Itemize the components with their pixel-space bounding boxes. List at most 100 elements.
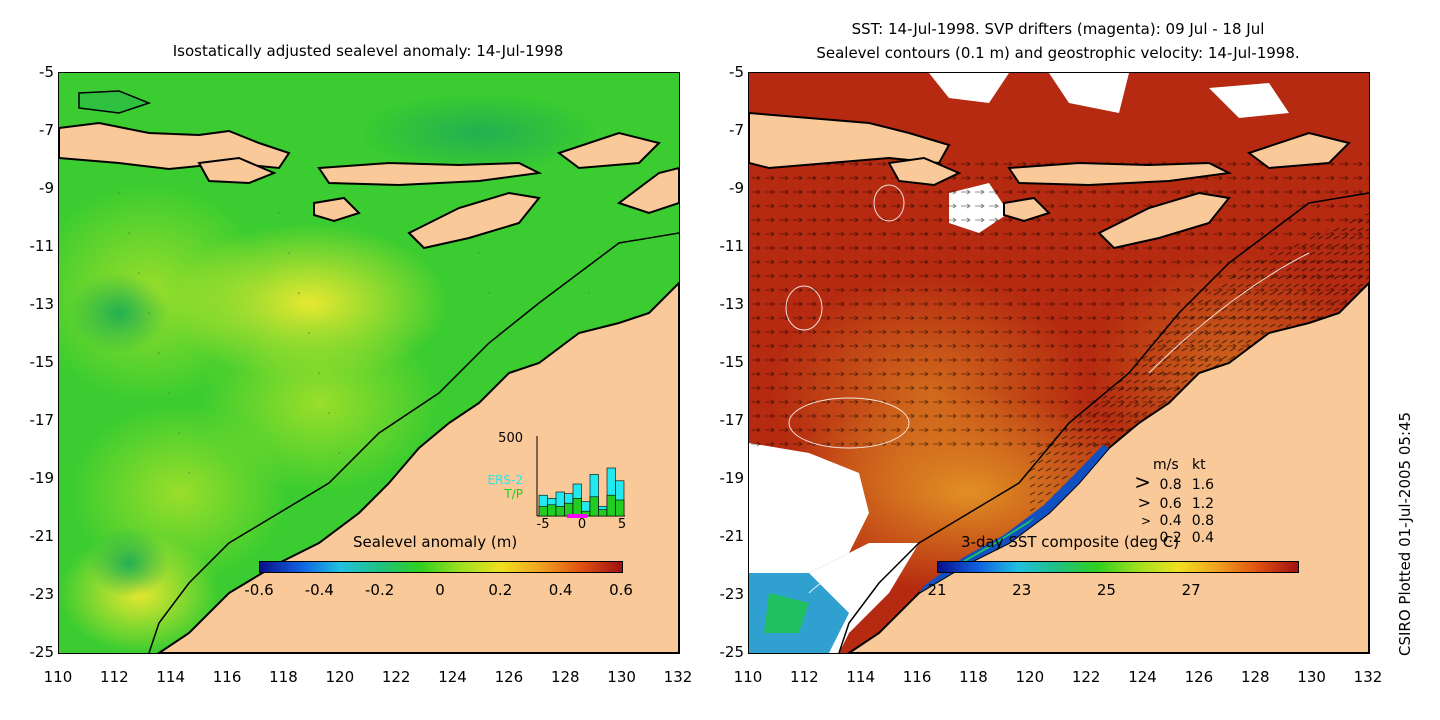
sst-colorbar-tick-0: 21 (927, 581, 947, 599)
right-xtick-114: 114 (846, 668, 876, 686)
velocity-legend-ms: 0.6 (1155, 496, 1182, 512)
inset-ymax-label: 500 (498, 431, 523, 446)
sla-colorbar-label: Sealevel anomaly (m) (353, 533, 518, 551)
left-xtick-128: 128 (550, 668, 580, 686)
left-xtick-114: 114 (156, 668, 186, 686)
right-xtick-124: 124 (1128, 668, 1157, 686)
right-xtick-112: 112 (790, 668, 819, 686)
inset-bar-tp-0 (538, 506, 548, 517)
velocity-legend-header-kt: kt (1192, 457, 1206, 473)
right-xtick-122: 122 (1071, 668, 1101, 686)
velocity-legend-kt: 0.4 (1191, 530, 1214, 546)
left-xtick-110: 110 (43, 668, 73, 686)
velocity-legend-ms: 0.8 (1155, 477, 1182, 493)
velocity-legend-kt: 0.8 (1191, 513, 1214, 529)
inset-legend-tp: T/P (503, 487, 523, 501)
inset-bar-tp-6 (589, 496, 599, 517)
inset-bar-tp-8 (606, 494, 616, 517)
left-xtick-132: 132 (663, 668, 693, 686)
left-ytick--9: -9 (39, 179, 54, 197)
sst-colorbar (937, 561, 1299, 573)
velocity-legend-row: > 0.6 1.2 (1127, 494, 1214, 513)
left-xtick-124: 124 (438, 668, 467, 686)
right-ytick--21: -21 (719, 527, 745, 545)
velocity-arrow-icon: > (1140, 514, 1151, 528)
left-ytick--25: -25 (29, 643, 55, 661)
right-ytick--13: -13 (719, 295, 745, 313)
inset-bar-tp-9 (615, 499, 625, 517)
sla-colorbar-tick-2: -0.2 (365, 581, 395, 599)
left-xtick-120: 120 (325, 668, 355, 686)
right-panel-title-line1: SST: 14-Jul-1998. SVP drifters (magenta)… (851, 20, 1265, 38)
sla-colorbar (259, 561, 623, 573)
velocity-legend: m/s kt > 0.8 1.6 > 0.6 1.2 > 0.4 0.8- 0.2 0.4 (1127, 457, 1214, 548)
right-xtick-128: 128 (1240, 668, 1270, 686)
left-ytick--7: -7 (39, 121, 54, 139)
inset-xtick-mid: 0 (578, 517, 586, 528)
sealevel-map-svg (59, 73, 679, 653)
right-ytick--9: -9 (729, 179, 744, 197)
sla-colorbar-tick-0: -0.6 (244, 581, 274, 599)
inset-bars (538, 467, 625, 517)
velocity-legend-ms: 0.2 (1155, 530, 1182, 546)
left-xtick-118: 118 (269, 668, 298, 686)
sealevel-anomaly-map: 500 ERS-2 T/P -5 0 5 Sealevel anomaly (m… (58, 72, 680, 654)
inset-xtick-right: 5 (618, 517, 626, 528)
sla-colorbar-tick-6: 0.6 (609, 581, 633, 599)
left-xtick-122: 122 (381, 668, 411, 686)
velocity-legend-row: > 0.4 0.8 (1127, 513, 1214, 530)
right-panel-title-line2: Sealevel contours (0.1 m) and geostrophi… (816, 44, 1300, 62)
right-xtick-118: 118 (959, 668, 988, 686)
right-xtick-126: 126 (1184, 668, 1214, 686)
right-ytick--17: -17 (719, 411, 745, 429)
left-xtick-116: 116 (212, 668, 242, 686)
right-ytick--5: -5 (729, 63, 744, 81)
left-ytick--23: -23 (29, 585, 55, 603)
sla-colorbar-tick-1: -0.4 (304, 581, 334, 599)
right-xtick-130: 130 (1297, 668, 1326, 686)
sla-colorbar-tick-5: 0.4 (548, 581, 573, 599)
sst-map-svg (749, 73, 1369, 653)
sst-colorbar-tick-3: 27 (1181, 581, 1201, 599)
sla-colorbar-tick-3: 0 (435, 581, 445, 599)
sst-map: m/s kt > 0.8 1.6 > 0.6 1.2 > 0.4 0.8- 0.2 0.4 … (748, 72, 1370, 654)
left-ytick--17: -17 (29, 411, 55, 429)
right-xtick-120: 120 (1015, 668, 1045, 686)
velocity-legend-kt: 1.6 (1191, 477, 1214, 493)
right-xtick-116: 116 (902, 668, 932, 686)
velocity-legend-row: - 0.2 0.4 (1127, 530, 1214, 548)
left-ytick--5: -5 (39, 63, 54, 81)
inset-bar-tp-7 (598, 509, 608, 517)
inset-bar-tp-4 (572, 498, 582, 517)
left-xtick-112: 112 (100, 668, 129, 686)
inset-bar-tp-2 (555, 506, 565, 517)
velocity-arrow-icon: - (1148, 535, 1151, 544)
right-xtick-110: 110 (733, 668, 763, 686)
left-ytick--21: -21 (29, 527, 55, 545)
sst-colorbar-tick-2: 25 (1096, 581, 1116, 599)
right-ytick--15: -15 (719, 353, 745, 371)
right-ytick--7: -7 (729, 121, 744, 139)
velocity-arrow-icon: > (1137, 493, 1151, 512)
inset-bar-tp-1 (547, 504, 557, 517)
left-xtick-130: 130 (607, 668, 636, 686)
left-panel-title: Isostatically adjusted sealevel anomaly:… (172, 42, 564, 60)
sst-colorbar-label: 3-day SST composite (deg C) (961, 533, 1180, 551)
inset-xtick-left: -5 (537, 517, 550, 528)
left-xtick-126: 126 (494, 668, 524, 686)
inset-drifter-marker (567, 514, 587, 518)
left-ytick--13: -13 (29, 295, 55, 313)
velocity-legend-row: > 0.8 1.6 (1127, 470, 1214, 494)
right-ytick--11: -11 (719, 237, 745, 255)
velocity-arrow-icon: > (1134, 470, 1151, 494)
right-ytick--25: -25 (719, 643, 745, 661)
right-ytick--19: -19 (719, 469, 745, 487)
inset-legend-ers2: ERS-2 (487, 473, 523, 487)
velocity-legend-ms: 0.4 (1155, 513, 1182, 529)
velocity-legend-rows: > 0.8 1.6 > 0.6 1.2 > 0.4 0.8- 0.2 0.4 (1127, 470, 1214, 548)
right-ytick--23: -23 (719, 585, 745, 603)
altimeter-histogram-inset: 500 ERS-2 T/P -5 0 5 (487, 431, 626, 528)
left-ytick--19: -19 (29, 469, 55, 487)
velocity-legend-kt: 1.2 (1191, 496, 1214, 512)
sla-colorbar-tick-4: 0.2 (488, 581, 513, 599)
